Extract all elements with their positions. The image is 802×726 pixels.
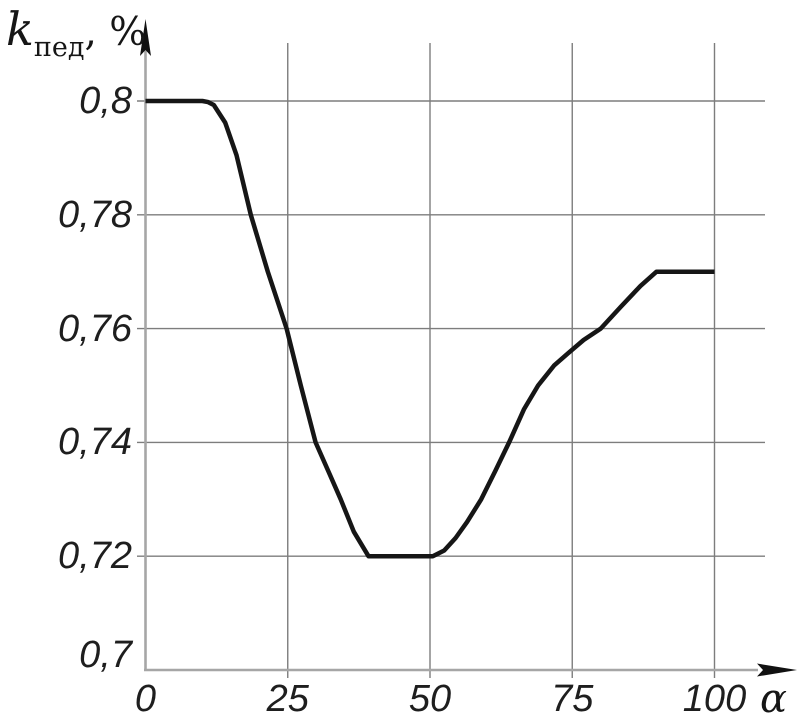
x-tick-label: 25 — [266, 678, 309, 720]
y-axis-title: kпед, % — [6, 2, 147, 63]
y-axis-title-subscript: пед — [33, 32, 85, 63]
data-curve — [145, 98, 715, 559]
y-tick-label: 0,76 — [58, 307, 132, 350]
x-axis-arrow-icon — [757, 663, 797, 677]
x-tick-label: 50 — [408, 678, 452, 720]
y-tick-label: 0,74 — [58, 421, 132, 464]
x-tick-label: 75 — [551, 678, 594, 720]
x-tick-label: 0 — [134, 678, 157, 720]
y-axis-title-symbol: k — [6, 2, 34, 56]
y-tick-label: 0,72 — [58, 535, 132, 578]
y-axis-title-suffix: , % — [84, 10, 147, 55]
x-tick-label: 100 — [682, 678, 747, 720]
x-axis-label: α — [760, 676, 788, 722]
y-tick-label: 0,7 — [79, 634, 132, 676]
y-tick-label: 0,8 — [79, 80, 132, 122]
y-tick-label: 0,78 — [58, 193, 132, 236]
y-axis-arrow-icon — [140, 19, 151, 56]
